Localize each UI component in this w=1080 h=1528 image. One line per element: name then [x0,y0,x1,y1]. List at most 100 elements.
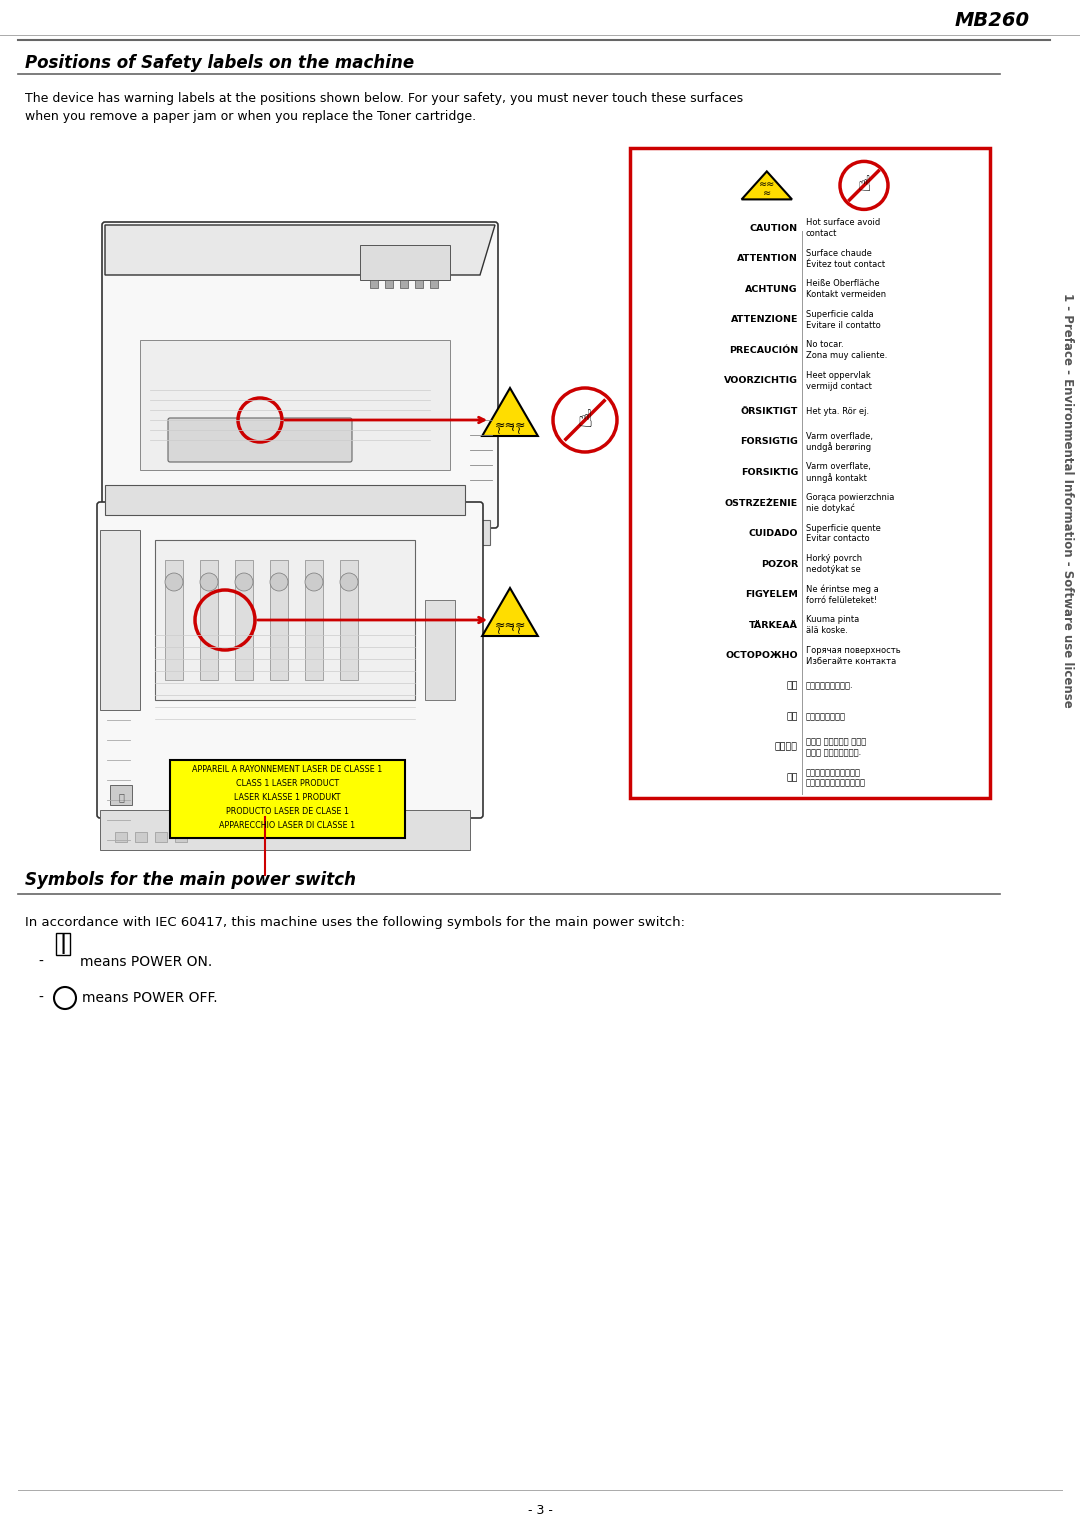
Polygon shape [105,225,495,275]
Text: - 3 -: - 3 - [527,1504,553,1516]
Text: means POWER ON.: means POWER ON. [80,955,213,969]
Text: 表面が爆くなっています
ので触らないでください。: 表面が爆くなっています ので触らないでください。 [806,769,866,787]
Text: CLASS 1 LASER PRODUCT: CLASS 1 LASER PRODUCT [235,779,339,788]
Text: No tocar.
Zona muy caliente.: No tocar. Zona muy caliente. [806,341,888,361]
Polygon shape [482,588,538,636]
Text: ÖRSIKTIGT: ÖRSIKTIGT [741,406,798,416]
Circle shape [54,987,76,1008]
Text: 고온주의: 고온주의 [775,743,798,752]
Text: Superficie quente
Evitar contacto: Superficie quente Evitar contacto [806,524,881,544]
Text: ⏻: ⏻ [118,792,124,802]
Bar [114,526,127,535]
Bar [235,559,253,680]
Text: Heet oppervlak
vermijd contact: Heet oppervlak vermijd contact [806,371,872,391]
Circle shape [340,573,357,591]
Text: Kuuma pinta
älä koske.: Kuuma pinta älä koske. [806,616,860,636]
Bar [340,559,357,680]
Text: CUIDADO: CUIDADO [748,529,798,538]
Text: LASER KLASSE 1 PRODUKT: LASER KLASSE 1 PRODUKT [234,793,341,802]
Bar [156,526,167,535]
Text: The device has warning labels at the positions shown below. For your safety, you: The device has warning labels at the pos… [25,92,743,122]
Text: VOORZICHTIG: VOORZICHTIG [724,376,798,385]
Text: In accordance with IEC 60417, this machine uses the following symbols for the ma: In accordance with IEC 60417, this machi… [25,915,685,929]
Text: MB260: MB260 [955,11,1030,29]
Text: 注意: 注意 [786,681,798,691]
Text: ~: ~ [515,623,525,633]
Text: ATTENTION: ATTENTION [738,254,798,263]
Bar [630,148,990,798]
Bar [110,785,132,805]
Text: Горячая поверхность
Избегайте контакта: Горячая поверхность Избегайте контакта [806,646,901,666]
Text: Hot surface avoid
contact: Hot surface avoid contact [806,219,880,238]
Text: -: - [38,992,43,1005]
Circle shape [235,573,253,591]
Polygon shape [742,171,792,199]
Text: ATTENZIONE: ATTENZIONE [730,315,798,324]
Circle shape [553,388,617,452]
Bar [415,280,423,287]
Text: FIGYELEM: FIGYELEM [745,590,798,599]
Text: ≈≈≈: ≈≈≈ [495,419,526,431]
Text: ~: ~ [515,423,525,432]
Bar [200,559,218,680]
Text: Surface chaude
Évitez tout contact: Surface chaude Évitez tout contact [806,249,886,269]
Bar [170,759,405,837]
Text: PRODUCTO LASER DE CLASE 1: PRODUCTO LASER DE CLASE 1 [226,807,349,816]
Text: APPARECCHIO LASER DI CLASSE 1: APPARECCHIO LASER DI CLASSE 1 [219,822,355,831]
Text: Horký povrch
nedotýkat se: Horký povrch nedotýkat se [806,555,862,575]
Text: 1 - Preface - Environmental Information - Software use license: 1 - Preface - Environmental Information … [1062,293,1075,707]
Text: Het yta. Rör ej.: Het yta. Rör ej. [806,406,869,416]
Bar [135,526,147,535]
Bar [140,341,450,471]
Circle shape [165,573,183,591]
Text: Ne érintse meg a
forró felületeket!: Ne érintse meg a forró felületeket! [806,584,879,605]
Circle shape [840,162,888,209]
Text: TÄRKEAÄ: TÄRKEAÄ [750,620,798,630]
Bar [100,530,140,711]
Text: APPAREIL A RAYONNEMENT LASER DE CLASSE 1: APPAREIL A RAYONNEMENT LASER DE CLASSE 1 [192,766,382,775]
Polygon shape [482,388,538,435]
Text: FORSIGTIG: FORSIGTIG [740,437,798,446]
Text: OSTRZEŻENIE: OSTRZEŻENIE [725,498,798,507]
Circle shape [270,573,288,591]
Text: Positions of Safety labels on the machine: Positions of Safety labels on the machin… [25,53,414,72]
Circle shape [200,573,218,591]
Text: Varm overflade,
undgå berøring: Varm overflade, undgå berøring [806,431,873,452]
Text: 注意: 注意 [786,773,798,782]
Text: ≈≈
≈: ≈≈ ≈ [758,179,775,197]
Bar [270,559,288,680]
Text: 表面高温請勿碰觸: 表面高温請勿碰觸 [806,712,846,721]
Text: 表面高温，请勿接触.: 表面高温，请勿接触. [806,681,853,691]
Text: Gorąca powierzchnia
nie dotykać: Gorąca powierzchnia nie dotykać [806,494,894,513]
Bar [114,833,127,842]
FancyBboxPatch shape [102,222,498,529]
Text: ~: ~ [495,423,505,432]
Text: ☝: ☝ [578,408,593,432]
Bar [165,559,183,680]
Text: CAUTION: CAUTION [750,223,798,232]
Bar [384,280,393,287]
Bar [360,244,450,280]
Text: ~: ~ [495,623,505,633]
Bar [400,280,408,287]
Bar [175,833,187,842]
Bar [100,810,470,850]
Bar [426,601,455,700]
Text: Varm overflate,
unngå kontakt: Varm overflate, unngå kontakt [806,461,870,483]
Text: FORSIKTIG: FORSIKTIG [741,468,798,477]
Text: -: - [38,955,43,969]
Text: 표면이 뜨거우므로 만지지
않도록 주의해주십시오.: 표면이 뜨거우므로 만지지 않도록 주의해주십시오. [806,738,866,756]
Text: 注意: 注意 [786,712,798,721]
Text: ОСТОРОЖНО: ОСТОРОЖНО [726,651,798,660]
Text: means POWER OFF.: means POWER OFF. [82,992,218,1005]
Text: |: | [59,934,67,953]
Text: PRECAUCIÓN: PRECAUCIÓN [729,345,798,354]
Bar [156,539,415,700]
Bar [370,280,378,287]
Text: ~: ~ [505,423,515,432]
Bar [110,520,490,545]
Text: ≈≈≈: ≈≈≈ [495,619,526,631]
FancyBboxPatch shape [168,419,352,461]
Circle shape [305,573,323,591]
Bar [135,833,147,842]
